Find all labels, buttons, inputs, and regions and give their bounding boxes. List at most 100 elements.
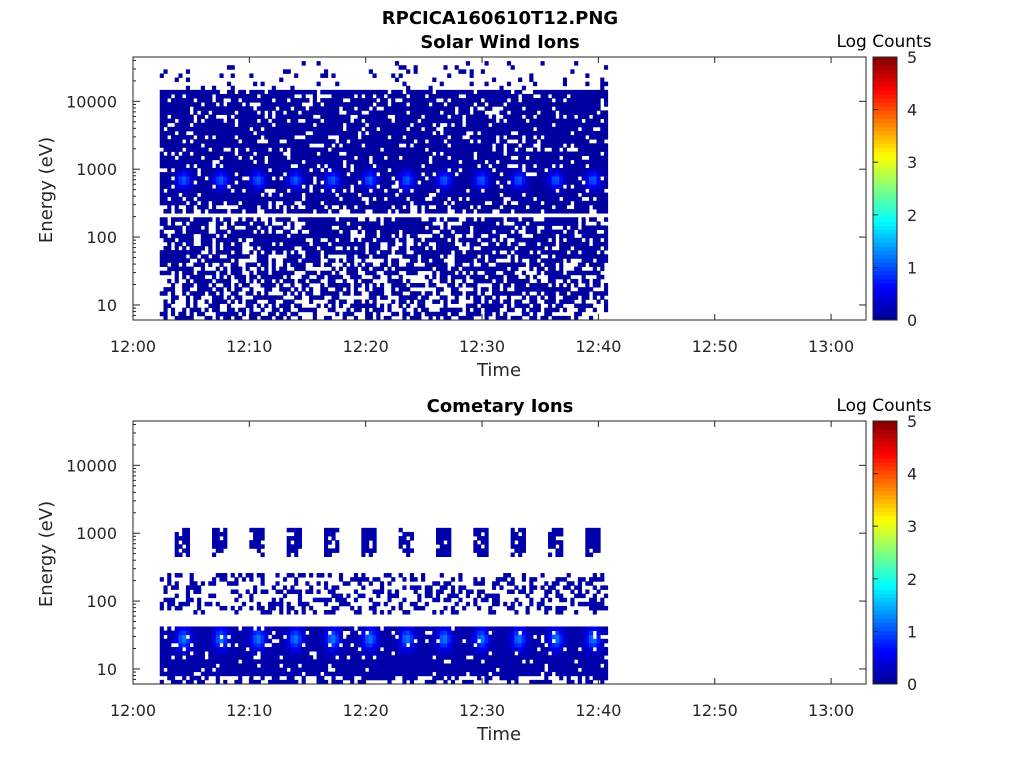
- heatmap-cell: [215, 217, 220, 222]
- heatmap-cell: [271, 307, 276, 313]
- heatmap-cell: [365, 237, 370, 243]
- heatmap-cell: [518, 188, 523, 194]
- heatmap-cell: [230, 270, 235, 276]
- heatmap-cell: [529, 315, 534, 321]
- heatmap-cell: [473, 135, 478, 140]
- heatmap-cell: [249, 311, 254, 317]
- heatmap-cell: [376, 196, 381, 202]
- heatmap-cell: [260, 225, 265, 230]
- heatmap-cell: [398, 237, 403, 243]
- heatmap-cell: [506, 217, 512, 222]
- heatmap-cell: [506, 102, 512, 107]
- heatmap-cell: [324, 167, 329, 173]
- x-tick-label: 12:20: [343, 337, 389, 356]
- heatmap-cell: [353, 172, 358, 177]
- heatmap-cell: [238, 209, 243, 214]
- heatmap-cell: [170, 147, 176, 152]
- heatmap-cell: [275, 172, 280, 177]
- heatmap-cell: [596, 188, 601, 194]
- heatmap-cell: [331, 126, 336, 132]
- heatmap-cell: [286, 200, 291, 206]
- heatmap-cell: [533, 155, 538, 161]
- heatmap-cell: [589, 155, 594, 161]
- heatmap-cell: [226, 295, 232, 300]
- heatmap-cell: [409, 233, 414, 239]
- heatmap-cell: [212, 85, 217, 91]
- heatmap-cell: [458, 89, 463, 95]
- heatmap-cell: [458, 110, 463, 115]
- heatmap-cell: [305, 143, 310, 148]
- heatmap-cell: [215, 299, 220, 304]
- heatmap-cell: [521, 122, 526, 128]
- heatmap-cell: [301, 98, 306, 103]
- heatmap-cell: [204, 229, 209, 235]
- heatmap-cell: [320, 106, 325, 111]
- heatmap-cell: [518, 233, 523, 239]
- heatmap-cell: [566, 122, 571, 128]
- heatmap-cell: [577, 246, 582, 251]
- heatmap-cell: [443, 172, 448, 177]
- heatmap-cell: [286, 237, 291, 243]
- heatmap-cell: [383, 151, 388, 157]
- heatmap-cell: [551, 233, 556, 239]
- heatmap-cell: [361, 188, 366, 194]
- heatmap-cell: [465, 221, 470, 226]
- heatmap-cell: [592, 278, 597, 284]
- heatmap-cell: [170, 307, 176, 313]
- heatmap-cell: [320, 184, 325, 189]
- heatmap-cell: [551, 176, 556, 181]
- heatmap-cell: [581, 250, 586, 255]
- heatmap-cell: [193, 278, 198, 284]
- heatmap-cell: [473, 266, 478, 272]
- heatmap-cell: [450, 291, 456, 296]
- heatmap-cell: [365, 180, 370, 185]
- heatmap-cell: [574, 159, 579, 165]
- heatmap-cell: [559, 315, 564, 321]
- heatmap-cell: [566, 163, 571, 169]
- heatmap-cell: [174, 233, 179, 239]
- heatmap-cell: [574, 184, 579, 189]
- heatmap-cell: [603, 151, 609, 157]
- heatmap-cell: [562, 250, 568, 255]
- heatmap-cell: [286, 278, 291, 284]
- heatmap-cell: [219, 237, 224, 243]
- heatmap-cell: [324, 135, 329, 140]
- heatmap-cell: [200, 89, 205, 95]
- heatmap-cell: [174, 254, 179, 259]
- heatmap-cell: [480, 139, 485, 144]
- heatmap-cell: [197, 122, 202, 128]
- heatmap-cell: [260, 102, 265, 107]
- heatmap-cell: [163, 258, 168, 263]
- heatmap-cell: [163, 311, 168, 317]
- heatmap-cell: [495, 287, 500, 292]
- heatmap-cell: [577, 114, 582, 120]
- heatmap-cell: [603, 299, 609, 304]
- heatmap-cell: [380, 295, 385, 300]
- heatmap-cell: [372, 192, 377, 198]
- heatmap-cell: [592, 233, 597, 239]
- heatmap-cell: [353, 287, 358, 292]
- heatmap-cell: [555, 98, 560, 103]
- heatmap-cell: [533, 246, 538, 251]
- heatmap-cell: [309, 258, 314, 263]
- heatmap-cell: [387, 159, 392, 165]
- heatmap-cell: [264, 180, 269, 185]
- heatmap-cell: [193, 126, 198, 132]
- heatmap-cell: [596, 246, 601, 251]
- heatmap-cell: [480, 221, 485, 226]
- heatmap-cell: [260, 172, 265, 177]
- heatmap-cell: [230, 233, 235, 239]
- heatmap-cell: [249, 114, 254, 120]
- heatmap-cell: [454, 287, 459, 292]
- heatmap-cell: [454, 122, 459, 128]
- heatmap-cell: [462, 147, 467, 152]
- heatmap-cell: [376, 151, 381, 157]
- heatmap-cell: [447, 73, 452, 78]
- heatmap-cell: [506, 122, 512, 128]
- heatmap-cell: [480, 250, 485, 255]
- heatmap-cell: [335, 172, 340, 177]
- heatmap-cell: [338, 155, 344, 161]
- heatmap-cell: [596, 130, 601, 136]
- heatmap-cell: [592, 246, 597, 251]
